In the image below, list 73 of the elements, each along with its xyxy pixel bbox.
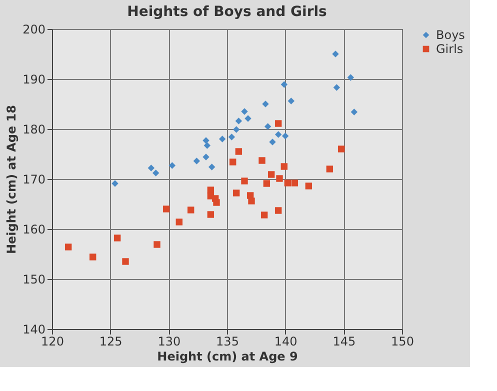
point <box>248 198 255 204</box>
point <box>263 180 270 187</box>
x-tick-label: 145 <box>332 334 356 348</box>
x-tick-label: 150 <box>391 334 414 348</box>
point <box>350 108 358 116</box>
point <box>262 100 269 108</box>
point <box>269 138 276 146</box>
point <box>232 190 240 196</box>
point <box>152 170 160 176</box>
chart-title: Heights of Boys and Girls <box>127 4 327 20</box>
point <box>148 164 155 172</box>
point <box>338 146 345 152</box>
point <box>232 126 240 133</box>
y-tick-label: 150 <box>22 272 46 286</box>
y-tick-label: 190 <box>22 72 46 86</box>
point <box>333 84 340 91</box>
point <box>274 120 282 127</box>
point <box>208 164 216 170</box>
point <box>187 206 194 214</box>
point <box>202 137 210 144</box>
point <box>288 98 295 104</box>
point <box>291 180 298 186</box>
y-tick-label: 200 <box>22 22 46 36</box>
point <box>305 182 312 190</box>
point <box>244 115 252 122</box>
point <box>168 162 176 169</box>
x-tick-label: 130 <box>158 334 181 348</box>
point <box>284 180 292 186</box>
point <box>264 123 272 130</box>
point <box>235 148 242 155</box>
y-tick-label: 140 <box>22 322 46 336</box>
point <box>218 136 226 142</box>
x-tick-label: 140 <box>274 334 298 348</box>
point <box>268 171 275 178</box>
point <box>274 207 282 214</box>
point <box>176 218 183 226</box>
point <box>64 244 72 250</box>
point <box>202 154 210 160</box>
y-tick-label: 180 <box>22 122 46 136</box>
point <box>114 234 121 242</box>
point <box>241 178 248 184</box>
point <box>282 132 289 140</box>
point <box>276 175 283 182</box>
point <box>260 212 268 218</box>
point <box>89 254 96 260</box>
x-tick-label: 125 <box>99 334 122 348</box>
point <box>162 206 170 212</box>
point <box>213 199 220 206</box>
point <box>258 157 266 164</box>
y-tick-label: 160 <box>22 222 46 236</box>
point <box>274 131 282 138</box>
point <box>207 211 214 218</box>
point <box>154 241 160 248</box>
point <box>228 134 236 140</box>
point <box>241 108 248 115</box>
legend-label: Boys <box>436 28 465 42</box>
point <box>235 118 242 124</box>
x-axis-title: Height (cm) at Age 9 <box>157 350 298 364</box>
point <box>280 81 288 88</box>
legend-label: Girls <box>436 42 464 56</box>
point <box>193 158 200 164</box>
y-axis-title: Height (cm) at Age 18 <box>4 104 19 254</box>
point <box>229 158 236 166</box>
point <box>332 50 339 58</box>
point <box>204 142 211 149</box>
point <box>112 180 118 187</box>
point <box>347 74 354 81</box>
point <box>280 163 288 170</box>
y-tick-label: 170 <box>22 172 46 186</box>
x-tick-label: 120 <box>41 334 64 348</box>
point <box>122 258 129 265</box>
point <box>326 166 334 172</box>
x-tick-label: 135 <box>216 334 239 348</box>
